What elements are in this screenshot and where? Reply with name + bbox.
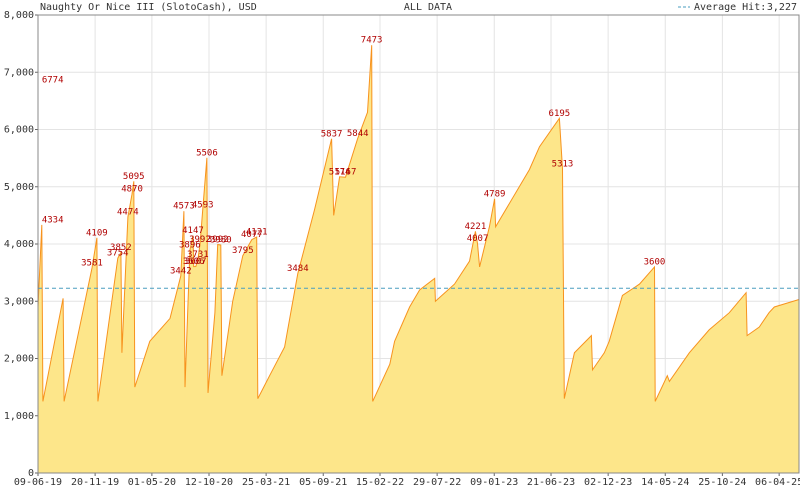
peak-label: 6195 bbox=[549, 109, 571, 119]
x-tick-label: 15-02-22 bbox=[356, 477, 404, 488]
peak-label: 7473 bbox=[361, 36, 383, 46]
y-tick-label: 2,000 bbox=[4, 354, 34, 365]
peak-label: 4121 bbox=[246, 228, 268, 238]
x-tick-label: 25-03-21 bbox=[242, 477, 290, 488]
peak-label: 4007 bbox=[467, 234, 489, 244]
peak-label: 4221 bbox=[465, 222, 487, 232]
x-tick-label: 12-10-20 bbox=[185, 477, 233, 488]
peak-label: 3980 bbox=[210, 236, 232, 246]
x-tick-label: 09-01-23 bbox=[470, 477, 518, 488]
area bbox=[38, 45, 799, 473]
x-tick-label: 25-10-24 bbox=[698, 477, 746, 488]
y-tick-label: 0 bbox=[28, 468, 34, 479]
peak-label: 3606 bbox=[183, 257, 205, 267]
plot-frame bbox=[37, 14, 800, 474]
peak-label: 4334 bbox=[42, 215, 64, 225]
peak-label: 3992 bbox=[207, 235, 229, 245]
peak-label: 3600 bbox=[644, 257, 666, 267]
peak-label: 3484 bbox=[287, 264, 309, 274]
x-tick-label: 29-07-22 bbox=[413, 477, 461, 488]
x-tick-label: 05-09-21 bbox=[299, 477, 347, 488]
legend-label: Average Hit: bbox=[694, 2, 766, 13]
x-tick-label: 14-05-24 bbox=[641, 477, 689, 488]
peak-label: 4109 bbox=[86, 228, 108, 238]
y-tick-label: 7,000 bbox=[4, 67, 34, 78]
peak-label: 5837 bbox=[321, 129, 343, 139]
peak-label: 4789 bbox=[484, 189, 506, 199]
peak-label: 4147 bbox=[182, 226, 204, 236]
peak-label: 5313 bbox=[552, 159, 574, 169]
line bbox=[37, 45, 800, 402]
peak-label: 4593 bbox=[192, 201, 214, 211]
peak-label: 3896 bbox=[179, 240, 201, 250]
x-tick-label: 09-06-19 bbox=[14, 477, 62, 488]
x-tick-label: 21-06-23 bbox=[527, 477, 575, 488]
peak-label: 3992 bbox=[189, 235, 211, 245]
peak-label: 5095 bbox=[123, 172, 145, 182]
x-tick-label: 01-05-20 bbox=[128, 477, 176, 488]
peak-label: 3731 bbox=[187, 250, 209, 260]
peak-label: 3795 bbox=[232, 246, 254, 256]
y-tick-label: 6,000 bbox=[4, 125, 34, 136]
peak-label: 3754 bbox=[107, 249, 129, 259]
legend-value: 3,227 bbox=[767, 2, 797, 13]
peak-label: 5167 bbox=[335, 168, 357, 178]
y-tick-label: 5,000 bbox=[4, 182, 34, 193]
x-tick-label: 06-04-25 bbox=[755, 477, 800, 488]
y-tick-label: 3,000 bbox=[4, 296, 34, 307]
peak-label: 6774 bbox=[42, 76, 64, 86]
y-tick-label: 4,000 bbox=[4, 239, 34, 250]
peak-label: 4474 bbox=[117, 207, 139, 217]
peak-label: 5174 bbox=[329, 167, 351, 177]
y-tick-label: 8,000 bbox=[4, 10, 34, 21]
chart-subtitle: ALL DATA bbox=[404, 2, 452, 13]
peak-label: 3581 bbox=[81, 258, 103, 268]
peak-label: 5506 bbox=[196, 148, 218, 158]
legend: Average Hit: 3,227 bbox=[678, 2, 797, 13]
chart-title: Naughty Or Nice III (SlotoCash), USD bbox=[40, 2, 257, 13]
peak-label: 4077 bbox=[241, 230, 263, 240]
y-tick-label: 1,000 bbox=[4, 411, 34, 422]
peak-label: 4870 bbox=[121, 185, 143, 195]
peak-label: 3607 bbox=[185, 257, 207, 267]
peak-label: 3442 bbox=[170, 266, 192, 276]
peak-label: 5844 bbox=[347, 129, 369, 139]
x-tick-label: 20-11-19 bbox=[71, 477, 119, 488]
x-tick-label: 02-12-23 bbox=[584, 477, 632, 488]
peak-label: 3852 bbox=[110, 243, 132, 253]
peak-label: 4573 bbox=[173, 202, 195, 212]
